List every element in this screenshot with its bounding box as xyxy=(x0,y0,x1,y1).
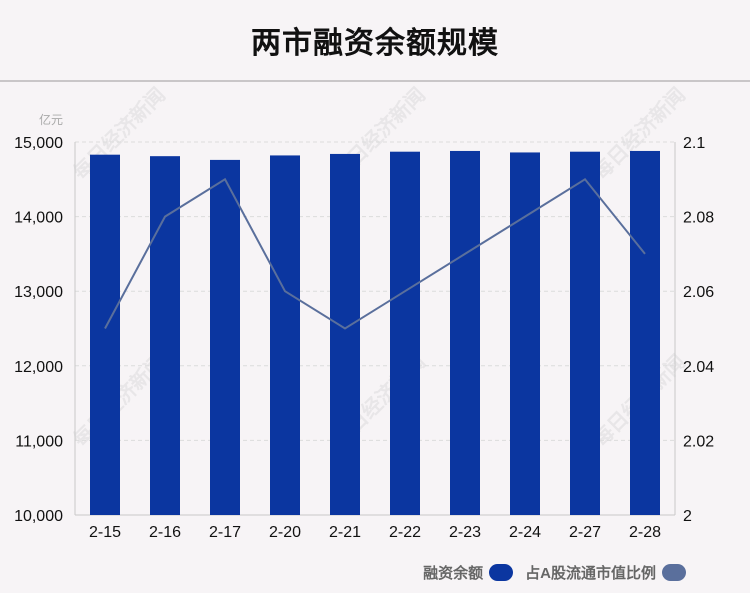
y-right-tick-label: 2.02 xyxy=(683,433,714,450)
y-right-tick-label: 2.08 xyxy=(683,210,714,227)
bar xyxy=(510,152,540,515)
legend-swatch xyxy=(662,564,686,581)
y-left-tick-label: 15,000 xyxy=(14,135,63,152)
y-left-tick-label: 12,000 xyxy=(14,359,63,376)
y-right-tick-label: 2.06 xyxy=(683,284,714,301)
y-right-tick-label: 2.04 xyxy=(683,359,714,376)
legend-label: 融资余额 xyxy=(423,565,484,582)
x-tick-label: 2-21 xyxy=(329,524,361,541)
bar xyxy=(570,151,600,515)
legend-swatch xyxy=(489,564,514,581)
bar xyxy=(330,153,360,515)
y-right-tick-label: 2.1 xyxy=(683,135,705,152)
y-left-tick-label: 14,000 xyxy=(14,210,63,227)
bar xyxy=(450,150,480,515)
x-tick-label: 2-24 xyxy=(509,524,541,541)
y-right-tick-label: 2 xyxy=(683,508,692,525)
legend-item-balance: 融资余额 xyxy=(423,562,514,583)
bar xyxy=(90,154,120,515)
x-tick-label: 2-23 xyxy=(449,524,481,541)
x-tick-label: 2-16 xyxy=(149,524,181,541)
y-left-tick-label: 13,000 xyxy=(14,284,63,301)
legend-item-ratio: 占A股流通市值比例 xyxy=(525,562,686,583)
bar xyxy=(210,159,240,516)
y-left-tick-label: 11,000 xyxy=(15,433,63,450)
x-tick-label: 2-17 xyxy=(209,524,241,541)
x-tick-label: 2-20 xyxy=(269,524,301,541)
y-left-tick-label: 10,000 xyxy=(14,508,63,525)
chart-title: 两市融资余额规模 xyxy=(251,27,499,60)
bar xyxy=(390,151,420,515)
x-tick-label: 2-27 xyxy=(569,524,601,541)
x-tick-label: 2-22 xyxy=(389,524,421,541)
x-tick-label: 2-28 xyxy=(629,524,661,541)
bar xyxy=(630,150,660,515)
title-divider xyxy=(0,80,750,82)
ratio-line xyxy=(104,177,646,330)
x-tick-label: 2-15 xyxy=(89,524,121,541)
legend-label: 占A股流通市值比例 xyxy=(525,565,656,582)
legend: 融资余额 占A股流通市值比例 xyxy=(423,562,686,583)
bar xyxy=(270,155,300,516)
y-left-unit-label: 亿元 xyxy=(39,112,63,127)
